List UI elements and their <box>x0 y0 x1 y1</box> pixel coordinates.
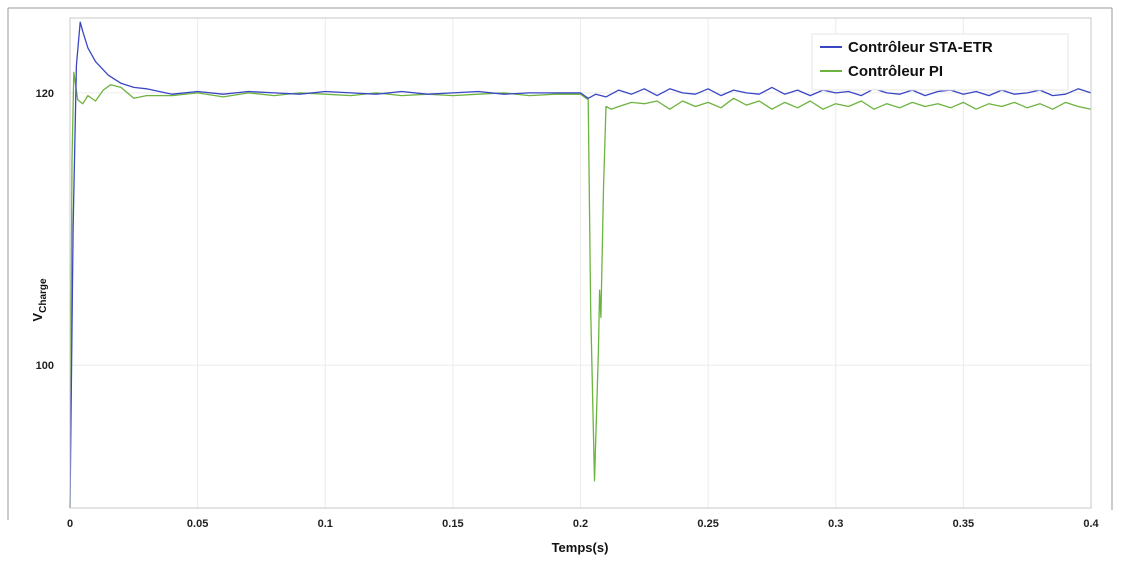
grid-lines <box>70 18 1091 508</box>
legend: Contrôleur STA-ETR Contrôleur PI <box>811 33 1069 91</box>
y-tick-label: 100 <box>36 360 54 372</box>
x-tick-label: 0.15 <box>442 518 463 530</box>
series-line-sta-etr <box>69 21 1092 509</box>
plot-frame <box>69 17 1092 509</box>
svg-text:VCharge: VCharge <box>30 278 49 322</box>
plot-area <box>69 17 1092 509</box>
series-lines <box>69 21 1092 509</box>
y-tick-label: 120 <box>36 88 54 100</box>
legend-label-pi: Contrôleur PI <box>848 63 943 80</box>
legend-label-sta-etr: Contrôleur STA-ETR <box>848 39 993 56</box>
y-tick-labels: 100 120 <box>36 88 54 372</box>
x-tick-label: 0.2 <box>573 518 588 530</box>
x-tick-label: 0 <box>67 518 73 530</box>
x-tick-label: 0.3 <box>828 518 843 530</box>
y-axis-label-sub: Charge <box>38 278 49 313</box>
y-axis-label-main: V <box>30 313 45 322</box>
legend-box <box>811 33 1069 91</box>
x-tick-label: 0.1 <box>318 518 333 530</box>
x-tick-label: 0.4 <box>1083 518 1099 530</box>
y-axis-label: VCharge <box>30 278 49 322</box>
x-tick-label: 0.35 <box>953 518 974 530</box>
x-axis-label: Temps(s) <box>552 540 609 555</box>
x-tick-label: 0.25 <box>697 518 718 530</box>
series-line-pi <box>69 71 1092 509</box>
x-tick-labels: 0 0.05 0.1 0.15 0.2 0.25 0.3 0.35 0.4 <box>67 518 1100 530</box>
x-tick-label: 0.05 <box>187 518 208 530</box>
